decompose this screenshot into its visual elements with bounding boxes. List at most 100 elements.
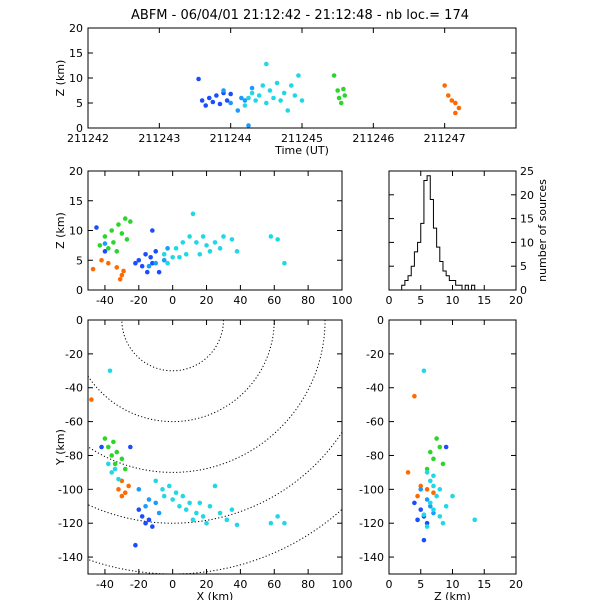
- data-point-cyan: [153, 478, 159, 484]
- x-tick-label: -20: [130, 294, 148, 307]
- data-point-cyan: [472, 517, 478, 523]
- y-tick-label: 0: [76, 122, 83, 135]
- data-point-orange: [418, 483, 424, 489]
- data-point-blue: [102, 249, 108, 254]
- data-point-cyan: [183, 507, 189, 512]
- data-point-cyan: [450, 493, 455, 499]
- data-point-cyan: [200, 514, 206, 519]
- data-point-orange: [126, 483, 131, 489]
- x-tick-label: 5: [417, 578, 424, 591]
- data-point-sky: [153, 260, 159, 266]
- data-point-blue: [421, 537, 427, 543]
- data-point-cyan: [180, 493, 186, 499]
- data-point-cyan: [249, 90, 255, 96]
- x-axis-label: X (km): [197, 590, 234, 600]
- data-point-cyan: [197, 252, 203, 257]
- data-point-cyan: [200, 234, 206, 239]
- y-tick-label: -60: [65, 416, 83, 429]
- data-point-cyan: [194, 510, 199, 516]
- data-point-cyan: [207, 503, 213, 509]
- data-point-blue: [196, 76, 201, 82]
- y-tick-label: 15: [69, 195, 83, 208]
- y-tick-label: 25: [520, 165, 534, 178]
- data-point-cyan: [180, 240, 186, 245]
- data-point-blue: [143, 520, 148, 526]
- data-point-cyan: [424, 524, 430, 529]
- x-tick-label: 0: [386, 294, 393, 307]
- data-point-orange: [106, 260, 111, 266]
- y-tick-label: 5: [76, 97, 83, 110]
- y-tick-label: 0: [520, 284, 527, 297]
- data-point-sky: [136, 487, 142, 492]
- data-point-green: [111, 439, 116, 445]
- x-tick-label: 60: [267, 294, 281, 307]
- data-point-cyan: [177, 503, 182, 509]
- data-point-cyan: [212, 483, 218, 489]
- data-point-cyan: [268, 520, 274, 526]
- data-point-cyan: [253, 98, 258, 103]
- data-point-cyan: [278, 98, 283, 103]
- x-tick-label: 80: [301, 578, 315, 591]
- data-point-orange: [99, 257, 104, 263]
- data-point-cyan: [161, 493, 167, 499]
- data-point-orange: [89, 397, 94, 402]
- data-point-blue: [156, 269, 162, 275]
- histogram-outline: [401, 175, 476, 290]
- x-tick-label: 211247: [424, 132, 466, 145]
- data-point-blue: [144, 269, 150, 275]
- data-point-green: [122, 466, 128, 472]
- data-point-cyan: [204, 520, 209, 526]
- y-tick-label: 5: [520, 260, 527, 273]
- data-point-orange: [456, 105, 462, 111]
- x-tick-label: 5: [417, 294, 424, 307]
- y-tick-label: 0: [76, 314, 83, 327]
- data-point-blue: [424, 520, 430, 526]
- data-point-sky: [221, 88, 226, 93]
- data-point-green: [102, 436, 108, 441]
- data-point-blue: [412, 500, 417, 506]
- data-point-cyan: [170, 497, 175, 502]
- z-y-panel: 0 5 10 15 20 -140 -120 -100 -80 -60 -40 -20 0 Z (km): [359, 314, 523, 600]
- x-tick-label: 80: [301, 294, 315, 307]
- data-point-orange: [445, 93, 451, 98]
- data-point-cyan: [268, 234, 274, 239]
- data-point-cyan: [256, 93, 262, 98]
- data-point-cyan: [173, 490, 179, 496]
- time-altitude-panel: 211242 211243 211244 211245 211246 211247 0 5 10…: [54, 22, 517, 157]
- x-y-plot-area: [88, 320, 342, 574]
- data-point-sky: [165, 246, 170, 251]
- y-tick-label: -20: [366, 348, 384, 361]
- x-tick-label: 60: [267, 578, 281, 591]
- x-tick-label: 0: [386, 578, 393, 591]
- histogram-bin: [456, 285, 459, 290]
- data-point-green: [338, 100, 344, 106]
- data-point-green: [114, 449, 120, 455]
- data-point-cyan: [166, 483, 172, 489]
- data-point-green: [431, 456, 436, 462]
- data-point-green: [111, 240, 116, 245]
- y-tick-label: -60: [366, 416, 384, 429]
- data-point-cyan: [183, 252, 189, 257]
- data-point-orange: [119, 478, 125, 484]
- data-point-cyan: [160, 487, 165, 492]
- data-point-cyan: [106, 461, 111, 467]
- x-tick-label: -20: [130, 578, 148, 591]
- y-tick-label: -20: [65, 348, 83, 361]
- x-y-panel: -40 -20 0 20 40 60 80 100 -140 -120 -100 -80 -60 -40 -…: [54, 314, 353, 600]
- data-point-cyan: [260, 83, 266, 88]
- data-point-cyan: [190, 517, 196, 523]
- data-point-green: [434, 436, 439, 441]
- data-point-cyan: [234, 249, 240, 254]
- z-y-plot-area: [405, 368, 478, 543]
- data-point-orange: [453, 100, 458, 106]
- data-point-sky: [427, 503, 433, 509]
- data-point-sky: [153, 500, 159, 506]
- data-point-cyan: [424, 470, 430, 475]
- data-point-cyan: [427, 478, 433, 484]
- data-point-cyan: [281, 90, 287, 96]
- data-point-cyan: [197, 500, 203, 506]
- data-point-blue: [210, 99, 216, 105]
- data-point-cyan: [437, 514, 443, 519]
- data-point-orange: [114, 265, 120, 270]
- y-axis-label: Z (km): [54, 60, 67, 97]
